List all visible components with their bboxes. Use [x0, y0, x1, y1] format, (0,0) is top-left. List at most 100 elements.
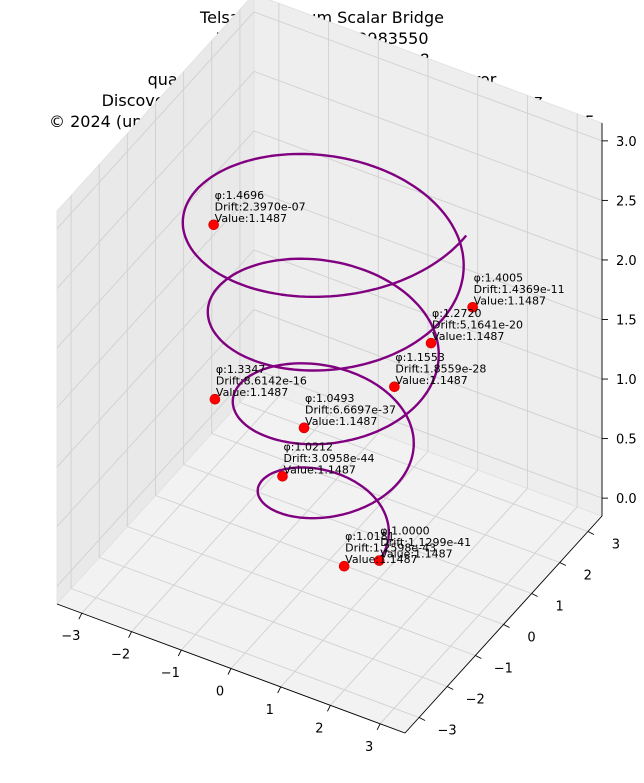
point-label-line: Drift:6.6697e-37: [305, 403, 396, 416]
y-tick-mark: [503, 624, 510, 628]
point-label-1: φ:1.0000 Drift:1.1299e-41 Value:1.1487: [380, 525, 471, 561]
grid-z-back: [253, 70, 603, 201]
point-label-line: φ:1.3347: [216, 363, 265, 376]
grid-z-left: [56, 309, 255, 527]
point-label-4: φ:1.0493 Drift:6.6697e-37 Value:1.1487: [305, 392, 396, 428]
tick-labels: −3 −2 −1 0 1 2 3 −3 −2 −1 0 1 2 3 0.0 0.5 1.0 1.5 2.0 2.5 3.…: [61, 135, 636, 755]
point-label-line: Drift:2.3970e-07: [215, 200, 306, 213]
grid-y-floor: [183, 464, 532, 594]
point-label-line: Value:1.1487: [305, 415, 377, 428]
x-tick-mark: [128, 631, 132, 638]
data-point-8: [467, 301, 478, 313]
y-tick-label: 1: [556, 600, 564, 615]
x-tick-label: −2: [111, 648, 130, 663]
grid-z-back: [253, 368, 603, 499]
spiral-curve-layer: [181, 152, 468, 562]
grid-z-back: [253, 249, 603, 380]
grid-y-floor: [211, 433, 560, 563]
data-point-9: [208, 219, 219, 231]
x-tick-label: −1: [161, 666, 180, 681]
z-tick-label: 2.0: [616, 254, 637, 269]
point-label-line: φ:1.2720: [432, 307, 481, 320]
x-tick-mark: [327, 705, 331, 712]
grid-y-floor: [70, 588, 420, 718]
point-label-line: Drift:5.1641e-20: [432, 319, 523, 332]
data-point-3: [277, 470, 288, 482]
x-tick-label: 1: [266, 703, 274, 718]
grid-z-left: [56, 249, 255, 468]
point-label-line: Value:1.1487: [432, 330, 504, 343]
point-label-line: φ:1.4005: [474, 271, 523, 284]
grid-z-back: [253, 309, 603, 440]
x-tick-mark: [227, 668, 232, 675]
point-label-line: φ:1.0000: [380, 525, 429, 538]
y-tick-mark: [475, 655, 482, 659]
point-label-8: φ:1.4005 Drift:1.4369e-11 Value:1.1487: [474, 271, 565, 307]
data-point-2: [338, 560, 350, 572]
grid-z-back: [253, 11, 603, 142]
x-tick-label: −3: [61, 629, 80, 644]
point-label-line: φ:1.0493: [305, 392, 354, 405]
y-tick-mark: [531, 593, 538, 597]
point-label-line: Value:1.1487: [284, 463, 356, 476]
y-tick-label: −3: [437, 724, 456, 739]
y-tick-mark: [559, 562, 566, 566]
z-tick-label: 1.5: [616, 314, 637, 329]
z-tick-label: 1.0: [616, 373, 637, 388]
y-tick-mark: [418, 717, 426, 721]
point-label-3: φ:1.0212 Drift:3.0958e-44 Value:1.1487: [284, 440, 375, 476]
point-label-line: Drift:1.2598e-43: [345, 542, 436, 555]
grid-z-left: [56, 11, 255, 230]
point-label-line: φ:1.1553: [395, 351, 444, 364]
point-label-9: φ:1.4696 Drift:2.3970e-07 Value:1.1487: [215, 189, 306, 225]
point-label-line: φ:1.0181: [345, 530, 394, 543]
y-tick-label: 3: [612, 538, 620, 553]
x-tick-mark: [277, 686, 282, 694]
point-label-line: Drift:8.6142e-16: [216, 375, 307, 388]
point-label-line: Drift:1.1299e-41: [380, 536, 471, 549]
y-tick-label: −1: [494, 662, 513, 677]
grid-lines: [56, 3, 603, 725]
point-label-line: φ:1.4696: [215, 189, 264, 202]
data-point-4: [298, 422, 310, 434]
point-label-line: Drift:3.0958e-44: [284, 452, 375, 465]
point-label-line: Value:1.1487: [216, 386, 288, 399]
data-point-1: [373, 555, 385, 566]
y-tick-mark: [587, 531, 595, 535]
grid-y-floor: [239, 402, 589, 532]
spiral-curve: [181, 152, 468, 562]
point-label-line: φ:1.0212: [284, 440, 333, 453]
z-tick-label: 3.0: [616, 135, 637, 150]
grid-y-floor: [155, 495, 504, 625]
grid-z-back: [253, 190, 603, 320]
x-tick-mark: [177, 649, 182, 657]
x-tick-label: 0: [216, 685, 224, 700]
grid-y-floor: [127, 526, 476, 656]
point-label-line: Value:1.1487: [345, 553, 417, 566]
y-tick-label: 2: [584, 569, 592, 584]
point-label-line: Drift:1.4369e-11: [474, 283, 565, 296]
grid-z-left: [56, 130, 255, 349]
grid-z-left: [56, 71, 255, 289]
x-tick-label: 2: [315, 721, 323, 736]
data-point-7: [425, 337, 437, 349]
point-label-5: φ:1.1553 Drift:1.8559e-28 Value:1.1487: [395, 351, 486, 387]
data-point-5: [389, 381, 400, 393]
z-tick-label: 0.0: [616, 492, 637, 507]
point-label-6: φ:1.3347 Drift:8.6142e-16 Value:1.1487: [216, 363, 307, 399]
point-label-line: Value:1.1487: [474, 294, 546, 307]
point-label-line: Value:1.1487: [380, 548, 452, 561]
y-tick-mark: [447, 686, 454, 690]
grid-z-left: [56, 190, 255, 408]
grid-y-floor: [99, 557, 448, 687]
z-tick-label: 0.5: [616, 433, 637, 448]
x-tick-mark: [376, 723, 381, 730]
x-tick-label: 3: [365, 740, 373, 755]
y-tick-label: 0: [527, 631, 535, 646]
data-point-6: [209, 393, 221, 405]
point-label-7: φ:1.2720 Drift:5.1641e-20 Value:1.1487: [432, 307, 523, 343]
point-annotations: φ:1.0000 Drift:1.1299e-41 Value:1.1487φ:1.…: [215, 189, 565, 566]
x-tick-mark: [78, 613, 83, 620]
point-label-line: Value:1.1487: [215, 212, 287, 225]
